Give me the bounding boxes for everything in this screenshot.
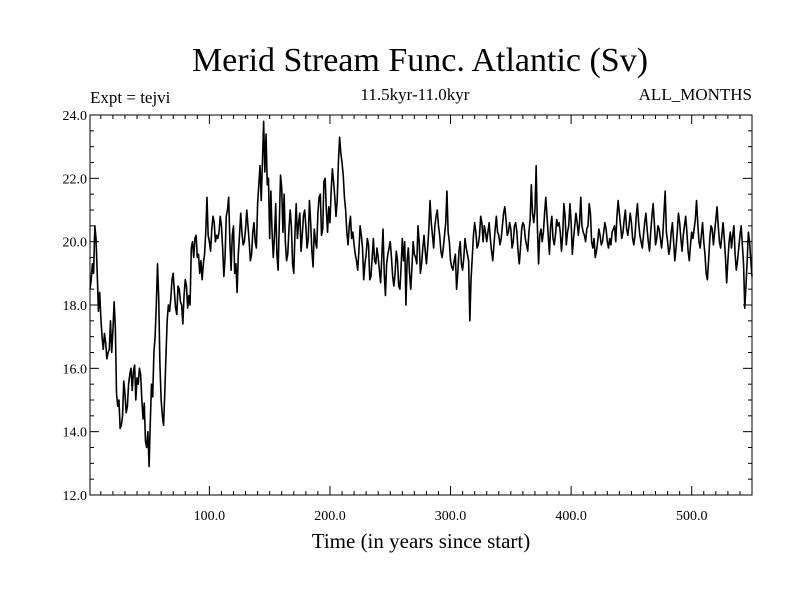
series-line-tejvi bbox=[89, 120, 753, 468]
y-tick-label: 22.0 bbox=[63, 172, 88, 187]
x-axis-labels: 100.0 200.0 300.0 400.0 500.0 bbox=[194, 509, 708, 524]
x-tick-label: 400.0 bbox=[555, 509, 587, 524]
x-tick-label: 500.0 bbox=[676, 509, 708, 524]
y-tick-label: 20.0 bbox=[63, 236, 88, 251]
y-tick-label: 18.0 bbox=[63, 299, 88, 314]
chart-subtitle: 11.5kyr-11.0kyr bbox=[361, 85, 470, 104]
x-tick-label: 200.0 bbox=[314, 509, 346, 524]
x-tick-label: 100.0 bbox=[194, 509, 226, 524]
x-axis-ticks bbox=[100, 115, 753, 495]
y-tick-label: 14.0 bbox=[63, 426, 88, 441]
months-label: ALL_MONTHS bbox=[639, 85, 752, 104]
experiment-label: Expt = tejvi bbox=[90, 88, 171, 107]
y-tick-label: 24.0 bbox=[63, 109, 88, 124]
y-axis-ticks bbox=[90, 114, 752, 496]
y-tick-label: 16.0 bbox=[63, 362, 88, 377]
y-axis-labels: 12.0 14.0 16.0 18.0 20.0 22.0 24.0 bbox=[63, 109, 88, 504]
x-axis-title: Time (in years since start) bbox=[312, 529, 531, 553]
y-tick-label: 12.0 bbox=[63, 489, 88, 504]
chart-title: Merid Stream Func. Atlantic (Sv) bbox=[192, 42, 648, 79]
x-tick-label: 300.0 bbox=[435, 509, 467, 524]
